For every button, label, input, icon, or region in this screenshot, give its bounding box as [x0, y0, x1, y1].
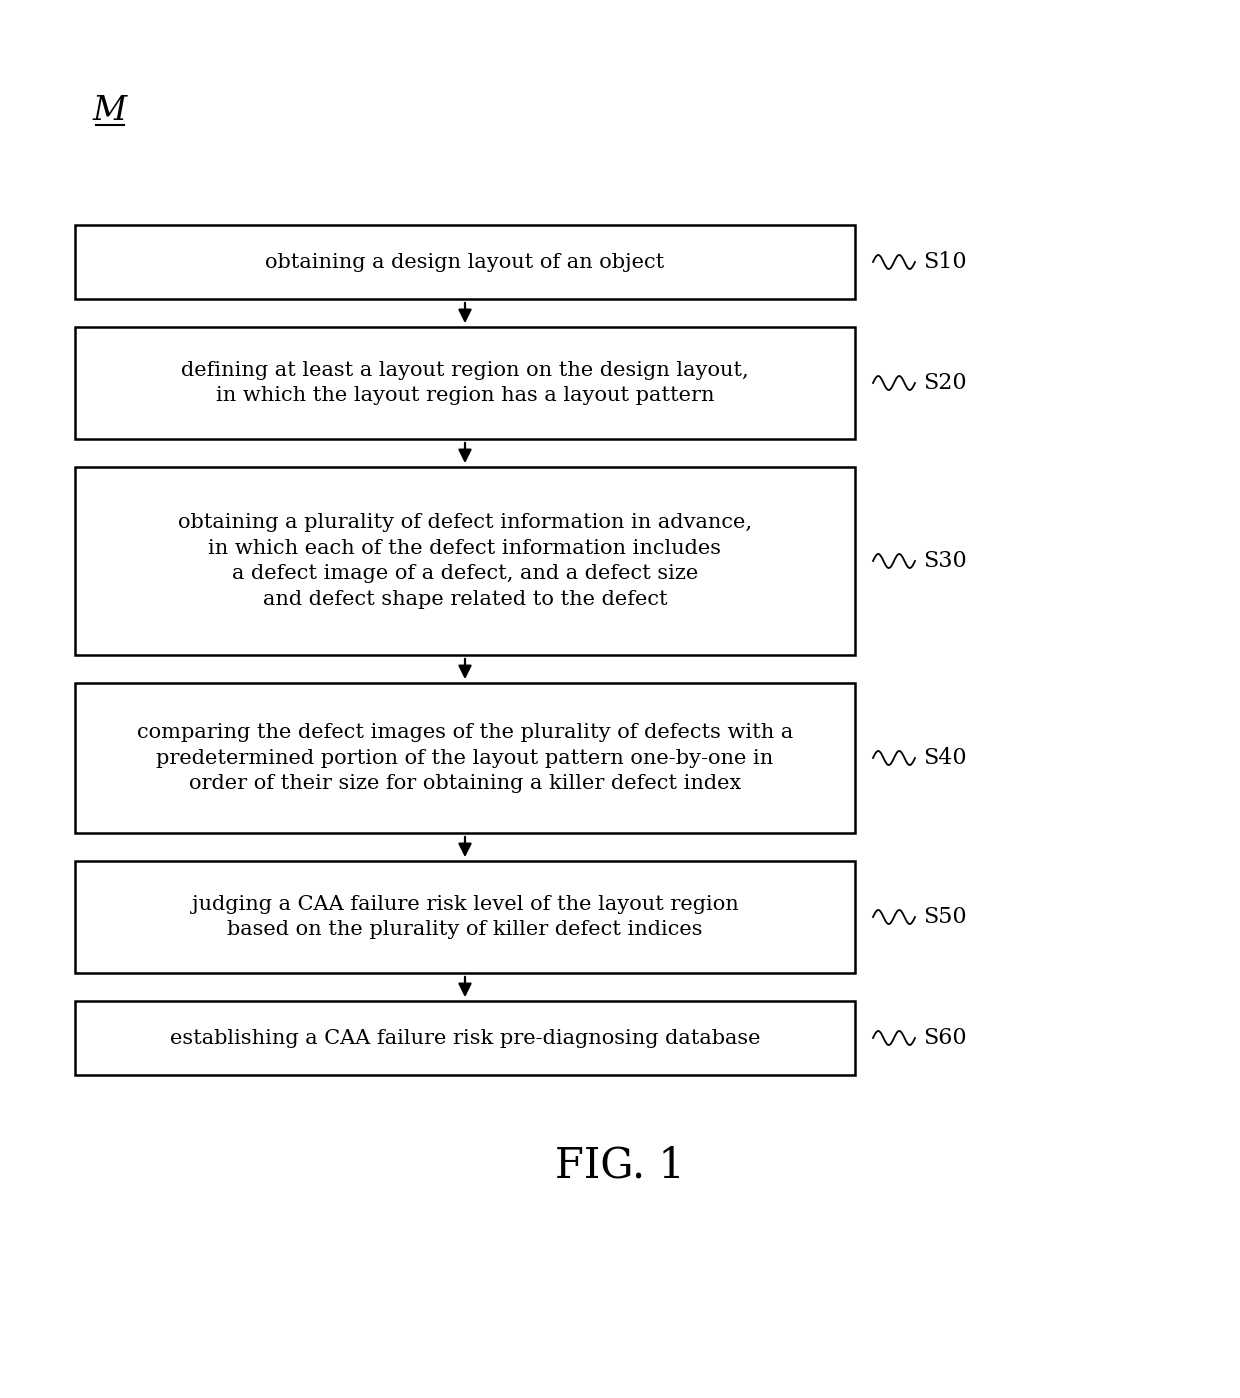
Text: comparing the defect images of the plurality of defects with a
predetermined por: comparing the defect images of the plura…	[136, 723, 794, 793]
Bar	[74, 861, 856, 973]
Text: S40: S40	[923, 747, 967, 769]
Text: S20: S20	[923, 372, 967, 394]
Text: S30: S30	[923, 549, 967, 572]
Text: obtaining a plurality of defect information in advance,
in which each of the def: obtaining a plurality of defect informat…	[179, 513, 751, 610]
Text: S60: S60	[923, 1028, 967, 1048]
Text: M: M	[93, 95, 126, 127]
Bar	[74, 1001, 856, 1075]
Text: judging a CAA failure risk level of the layout region
based on the plurality of : judging a CAA failure risk level of the …	[192, 895, 738, 939]
Bar	[74, 327, 856, 439]
Bar	[74, 225, 856, 299]
Text: establishing a CAA failure risk pre-diagnosing database: establishing a CAA failure risk pre-diag…	[170, 1029, 760, 1047]
Text: S10: S10	[923, 252, 967, 273]
Text: FIG. 1: FIG. 1	[556, 1144, 684, 1186]
Bar	[74, 684, 856, 833]
Text: defining at least a layout region on the design layout,
in which the layout regi: defining at least a layout region on the…	[181, 361, 749, 405]
Text: S50: S50	[923, 906, 967, 928]
Bar	[74, 467, 856, 656]
Text: obtaining a design layout of an object: obtaining a design layout of an object	[265, 253, 665, 271]
